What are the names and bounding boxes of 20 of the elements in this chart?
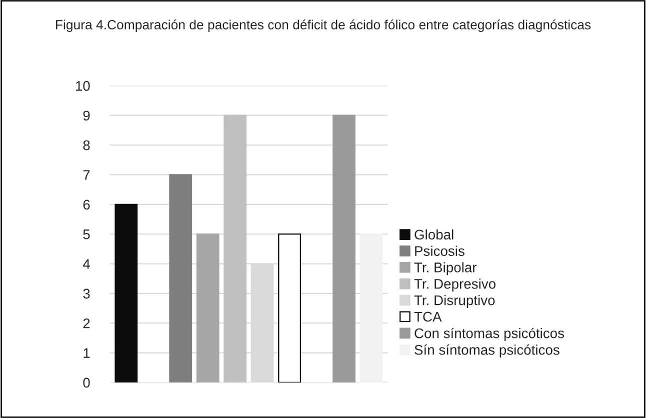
y-tick-label: 10	[76, 81, 90, 91]
y-tick-label: 6	[83, 200, 90, 210]
y-tick-label: 9	[83, 110, 90, 121]
legend-label: Con síntomas psicóticos	[414, 328, 564, 341]
y-tick-label: 3	[83, 288, 90, 299]
legend-label: TCA	[414, 312, 442, 322]
y-tick-label: 5	[83, 230, 90, 240]
legend-label: Tr. Bipolar	[414, 262, 477, 276]
y-tick-label: 4	[82, 259, 90, 269]
legend-label: Global	[414, 229, 454, 240]
y-tick-label: 2	[83, 318, 90, 328]
legend-label: Sín síntomas psicóticos	[414, 344, 560, 358]
legend-label: Tr. Disruptivo	[414, 295, 495, 308]
y-tick-label: 8	[83, 140, 90, 150]
y-tick-label: 7	[83, 170, 90, 180]
legend-label: Tr. Depresivo	[414, 278, 496, 292]
y-tick-label: 1	[84, 348, 90, 358]
chart-title: Figura 4.Comparación de pacientes con déficit de ácido fólico entre categorías diagnósticas	[56, 20, 591, 32]
legend-label: Psicosis	[415, 246, 464, 256]
y-tick-label: 0	[83, 378, 90, 388]
